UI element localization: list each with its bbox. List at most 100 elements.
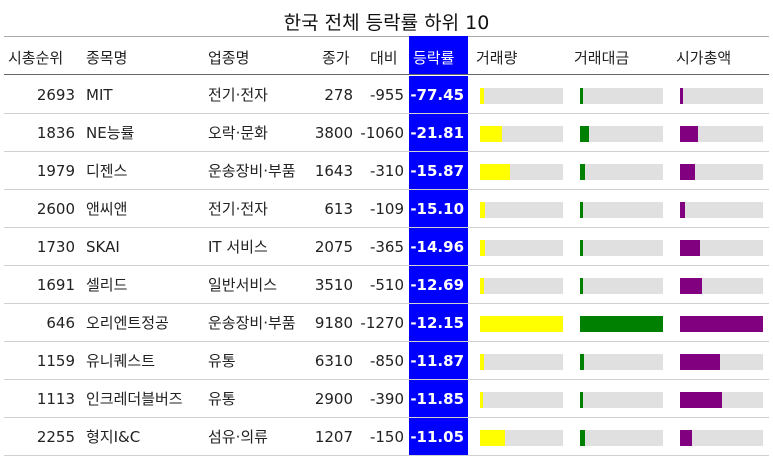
sector-cell: 유통: [208, 390, 236, 408]
name-cell: 인크레더블버즈: [86, 390, 183, 408]
rank-cell: 1730: [36, 238, 75, 256]
diff-cell: -150: [369, 428, 404, 446]
sector-cell: 운송장비·부품: [208, 162, 296, 180]
row-divider: [4, 341, 769, 342]
close-cell: 278: [324, 86, 353, 104]
volume-bar-track: [480, 126, 563, 142]
rank-cell: 646: [46, 314, 75, 332]
change-cell: -21.81: [409, 114, 468, 152]
sector-cell: 운송장비·부품: [208, 314, 296, 332]
volume-bar: [480, 316, 563, 332]
header-marketcap: 시가총액: [676, 49, 732, 67]
row-divider: [4, 113, 769, 114]
change-cell: -12.15: [409, 304, 468, 342]
close-cell: 2900: [314, 390, 353, 408]
change-column-highlight: [409, 36, 468, 74]
volume-bar-track: [480, 164, 563, 180]
close-cell: 6310: [314, 352, 353, 370]
close-cell: 1643: [314, 162, 353, 180]
rank-cell: 2600: [36, 200, 75, 218]
title-divider: [4, 36, 769, 37]
sector-cell: 일반서비스: [208, 276, 278, 294]
close-cell: 613: [324, 200, 353, 218]
header-change: 등락률: [413, 49, 455, 67]
volume-bar: [480, 430, 505, 446]
row-divider: [4, 303, 769, 304]
rank-cell: 1113: [36, 390, 75, 408]
table-row: 2600 앤씨앤 전기·전자 613 -109 -15.10: [0, 190, 773, 228]
name-cell: 오리엔트정공: [86, 314, 169, 332]
rank-cell: 1159: [36, 352, 75, 370]
chart-title: 한국 전체 등락률 하위 10: [283, 12, 490, 34]
close-cell: 3510: [314, 276, 353, 294]
amount-bar: [580, 354, 584, 370]
header-close: 종가: [322, 49, 350, 67]
amount-bar-track: [580, 240, 663, 256]
marketcap-bar: [680, 278, 702, 294]
marketcap-bar-track: [680, 354, 763, 370]
amount-bar-track: [580, 202, 663, 218]
amount-bar: [580, 164, 585, 180]
row-divider: [4, 417, 769, 418]
marketcap-bar-track: [680, 202, 763, 218]
amount-bar: [580, 392, 583, 408]
diff-cell: -109: [369, 200, 404, 218]
sector-cell: 오락·문화: [208, 124, 268, 142]
diff-cell: -390: [369, 390, 404, 408]
header-amount: 거래대금: [574, 49, 630, 67]
volume-bar: [480, 392, 483, 408]
table-row: 1730 SKAI IT 서비스 2075 -365 -14.96: [0, 228, 773, 266]
header-sector: 업종명: [208, 49, 250, 67]
diff-cell: -1060: [360, 124, 404, 142]
volume-bar: [480, 164, 510, 180]
row-divider: [4, 151, 769, 152]
sector-cell: 전기·전자: [208, 200, 268, 218]
close-cell: 1207: [314, 428, 353, 446]
marketcap-bar-track: [680, 88, 763, 104]
marketcap-bar-track: [680, 278, 763, 294]
marketcap-bar: [680, 392, 722, 408]
rank-cell: 1836: [36, 124, 75, 142]
marketcap-bar-track: [680, 240, 763, 256]
volume-bar-track: [480, 202, 563, 218]
marketcap-bar-track: [680, 430, 763, 446]
row-divider: [4, 265, 769, 266]
amount-bar-track: [580, 278, 663, 294]
change-cell: -12.69: [409, 266, 468, 304]
volume-bar-track: [480, 392, 563, 408]
amount-bar: [580, 126, 589, 142]
header-volume: 거래량: [476, 49, 518, 67]
change-cell: -14.96: [409, 228, 468, 266]
marketcap-bar-track: [680, 164, 763, 180]
close-cell: 3800: [314, 124, 353, 142]
amount-bar-track: [580, 316, 663, 332]
table-row: 1159 유니퀘스트 유통 6310 -850 -11.87: [0, 342, 773, 380]
change-cell: -11.87: [409, 342, 468, 380]
change-cell: -15.87: [409, 152, 468, 190]
marketcap-bar: [680, 88, 683, 104]
volume-bar-track: [480, 316, 563, 332]
volume-bar: [480, 278, 484, 294]
sector-cell: 섬유·의류: [208, 428, 268, 446]
volume-bar-track: [480, 354, 563, 370]
amount-bar: [580, 202, 583, 218]
diff-cell: -850: [369, 352, 404, 370]
amount-bar-track: [580, 88, 663, 104]
marketcap-bar: [680, 430, 692, 446]
amount-bar-track: [580, 354, 663, 370]
table-row: 1113 인크레더블버즈 유통 2900 -390 -11.85: [0, 380, 773, 418]
row-divider: [4, 189, 769, 190]
diff-cell: -310: [369, 162, 404, 180]
name-cell: 셀리드: [86, 276, 128, 294]
table-row: 2255 형지I&C 섬유·의류 1207 -150 -11.05: [0, 418, 773, 456]
amount-bar-track: [580, 164, 663, 180]
header-diff: 대비: [370, 49, 398, 67]
row-divider: [4, 379, 769, 380]
diff-cell: -1270: [360, 314, 404, 332]
header-divider: [4, 74, 769, 75]
volume-bar: [480, 354, 484, 370]
name-cell: 디젠스: [86, 162, 128, 180]
table-row: 2693 MIT 전기·전자 278 -955 -77.45: [0, 76, 773, 114]
row-divider: [4, 455, 769, 456]
diff-cell: -365: [369, 238, 404, 256]
